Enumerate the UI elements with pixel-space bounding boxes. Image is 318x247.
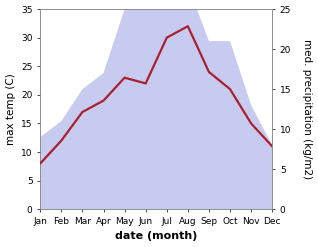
Y-axis label: med. precipitation (kg/m2): med. precipitation (kg/m2) xyxy=(302,39,313,179)
Y-axis label: max temp (C): max temp (C) xyxy=(5,73,16,145)
X-axis label: date (month): date (month) xyxy=(115,231,197,242)
